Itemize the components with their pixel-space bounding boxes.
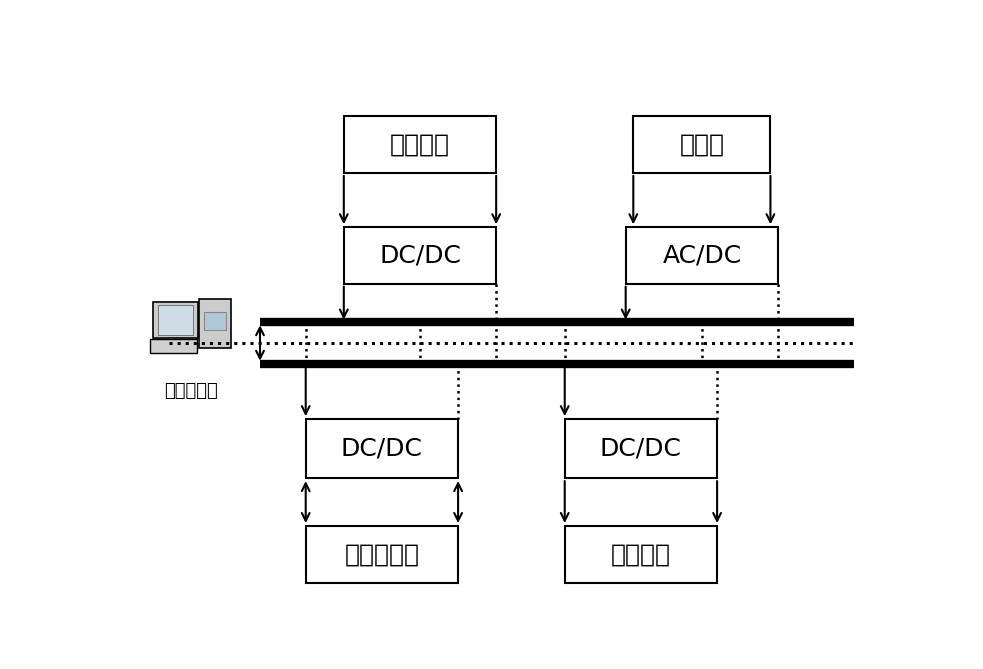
Text: AC/DC: AC/DC <box>663 244 741 268</box>
FancyBboxPatch shape <box>306 419 458 478</box>
Text: 电动汽车: 电动汽车 <box>610 542 671 566</box>
FancyBboxPatch shape <box>626 227 779 284</box>
Text: 光伏发电: 光伏发电 <box>390 132 450 157</box>
FancyBboxPatch shape <box>306 526 458 583</box>
FancyBboxPatch shape <box>344 116 496 173</box>
FancyBboxPatch shape <box>203 312 226 330</box>
Text: DC/DC: DC/DC <box>379 244 461 268</box>
FancyBboxPatch shape <box>158 305 193 334</box>
Text: DC/DC: DC/DC <box>600 437 682 460</box>
FancyBboxPatch shape <box>564 419 718 478</box>
Text: 配电网: 配电网 <box>679 132 724 157</box>
FancyBboxPatch shape <box>199 299 231 348</box>
FancyBboxPatch shape <box>153 302 198 338</box>
Text: 储能电池组: 储能电池组 <box>344 542 420 566</box>
FancyBboxPatch shape <box>633 116 771 173</box>
Text: 中心控制器: 中心控制器 <box>164 381 218 399</box>
FancyBboxPatch shape <box>564 526 718 583</box>
Text: DC/DC: DC/DC <box>341 437 423 460</box>
FancyBboxPatch shape <box>344 227 496 284</box>
FancyBboxPatch shape <box>149 339 197 353</box>
